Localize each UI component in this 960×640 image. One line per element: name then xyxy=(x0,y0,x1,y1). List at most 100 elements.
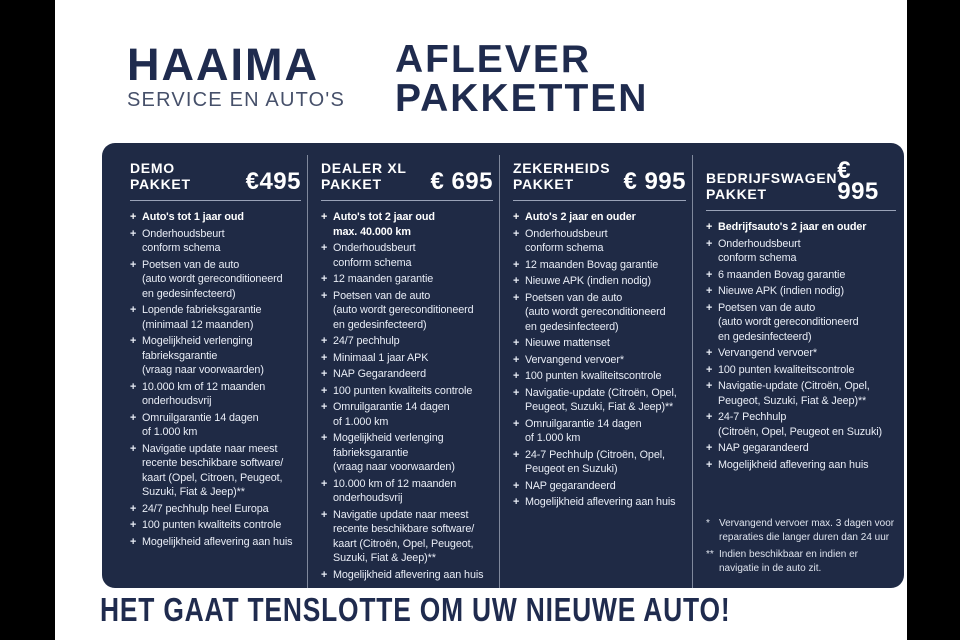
page-title-line2: PAKKETTEN xyxy=(395,77,649,120)
package-item: + Navigatie-update (Citroën, Opel, Peugeo… xyxy=(513,386,686,415)
package-item-text: Mogelijkheid aflevering aan huis xyxy=(718,458,869,471)
package-item: + Mogelijkheid verlenging fabrieksgaranti… xyxy=(130,334,301,378)
package-item-text: Navigatie-update (Citroën, Opel, Peugeot… xyxy=(718,380,870,407)
package-item: + NAP Gegarandeerd xyxy=(321,367,493,382)
package-item: +6 maanden Bovag garantie xyxy=(706,268,896,283)
plus-icon: + xyxy=(321,432,328,444)
package-item-text: Auto's 2 jaar en ouder xyxy=(525,211,636,223)
package-price: € 995 xyxy=(837,157,879,205)
package-item: + Auto's tot 2 jaar oud max. 40.000 km xyxy=(321,210,493,239)
plus-icon: + xyxy=(513,275,520,287)
package-item-text: 10.000 km of 12 maanden onderhoudsvrij xyxy=(142,380,266,408)
package-column: ZEKERHEIDS PAKKET € 995 + Auto's 2 jaar e… xyxy=(499,155,692,588)
package-item: + Poetsen van de auto (auto wordt gerecon… xyxy=(706,301,896,345)
header-underline xyxy=(706,210,896,211)
plus-icon: + xyxy=(513,337,520,349)
brand-tagline: SERVICE EN AUTO'S xyxy=(127,89,345,111)
package-items: + Auto's tot 1 jaar oud + Onderhoudsbeurt c… xyxy=(130,210,301,549)
footnote-marker: * xyxy=(706,518,710,529)
plus-icon: + xyxy=(706,411,713,423)
package-item: +12 maanden Bovag garantie xyxy=(513,258,686,273)
package-item: + Omruilgarantie 14 dagen of 1.000 km xyxy=(321,400,493,429)
package-item: + Onderhoudsbeurt conform schema xyxy=(321,241,493,270)
package-item-text: NAP gegarandeerd xyxy=(525,479,616,492)
package-item-text: Onderhoudsbeurt conform schema xyxy=(718,237,801,265)
package-item: + Mogelijkheid aflevering aan huis xyxy=(706,458,896,473)
package-item-text: NAP Gegarandeerd xyxy=(333,368,427,380)
package-item-text: Onderhoudsbeurt conform schema xyxy=(142,227,225,255)
package-item-text: Mogelijkheid aflevering aan huis xyxy=(142,535,293,548)
package-item-text: 24-7 Pechhulp (Citroën, Opel, Peugeot en… xyxy=(718,411,883,438)
package-item-text: NAP gegarandeerd xyxy=(718,442,809,454)
package-item-text: Omruilgarantie 14 dagen of 1.000 km xyxy=(525,417,642,445)
plus-icon: + xyxy=(130,411,137,424)
plus-icon: + xyxy=(513,417,520,430)
plus-icon: + xyxy=(321,368,328,380)
package-item-text: Nieuwe APK (indien nodig) xyxy=(525,275,651,287)
plus-icon: + xyxy=(321,242,328,254)
package-item: +100 punten kwaliteits controle xyxy=(130,518,301,533)
package-item: +100 punten kwaliteitscontrole xyxy=(513,369,686,384)
package-item: + Onderhoudsbeurt conform schema xyxy=(130,227,301,256)
package-item: +12 maanden garantie xyxy=(321,272,493,287)
package-item: +24/7 pechhulp heel Europa xyxy=(130,502,301,517)
plus-icon: + xyxy=(321,508,328,521)
package-item: +100 punten kwaliteits controle xyxy=(321,384,493,399)
package-item-text: 24/7 pechhulp xyxy=(333,335,400,347)
package-item-text: 100 punten kwaliteits controle xyxy=(142,519,282,531)
package-item: + Navigatie-update (Citroën, Opel, Peugeo… xyxy=(706,379,896,408)
footnote: * Vervangend vervoer max. 3 dagen voor re… xyxy=(706,517,896,544)
page-title-line1: AFLEVER xyxy=(395,38,592,81)
package-item-text: Auto's tot 2 jaar oud max. 40.000 km xyxy=(333,211,435,238)
package-price: € 995 xyxy=(623,168,686,195)
package-item: + NAP gegarandeerd xyxy=(706,441,896,456)
package-header: BEDRIJFSWAGEN PAKKET € 995 xyxy=(706,157,896,205)
package-name: DEMO PAKKET xyxy=(130,160,191,192)
package-item: + Nieuwe APK (indien nodig) xyxy=(706,284,896,299)
plus-icon: + xyxy=(130,211,137,223)
package-item-text: Nieuwe mattenset xyxy=(525,337,610,349)
footnotes: * Vervangend vervoer max. 3 dagen voor re… xyxy=(706,517,896,575)
plus-icon: + xyxy=(513,448,520,461)
package-item: + Mogelijkheid verlenging fabrieksgaranti… xyxy=(321,431,493,475)
package-item-text: Onderhoudsbeurt conform schema xyxy=(525,227,608,255)
package-item: + NAP gegarandeerd xyxy=(513,479,686,494)
plus-icon: + xyxy=(321,401,328,413)
plus-icon: + xyxy=(130,258,137,271)
package-item-text: Poetsen van de auto (auto wordt gerecond… xyxy=(718,301,859,343)
flyer-page: HAAIMA SERVICE EN AUTO'S AFLEVER PAKKETTE… xyxy=(55,0,907,640)
package-item-text: Bedrijfsauto's 2 jaar en ouder xyxy=(718,221,867,233)
package-item-text: Poetsen van de auto (auto wordt gerecond… xyxy=(142,258,283,300)
package-item: +10.000 km of 12 maanden onderhoudsvrij xyxy=(130,380,301,409)
plus-icon: + xyxy=(706,458,713,471)
plus-icon: + xyxy=(130,380,137,393)
plus-icon: + xyxy=(706,285,713,297)
header-underline xyxy=(130,200,301,201)
plus-icon: + xyxy=(130,535,137,548)
brand-name: HAAIMA xyxy=(127,39,319,90)
package-price: € 695 xyxy=(430,168,493,195)
package-column: DEMO PAKKET €495 + Auto's tot 1 jaar oud +… xyxy=(102,155,307,588)
package-item: + Poetsen van de auto (auto wordt gerecon… xyxy=(513,291,686,335)
package-item-text: 10.000 km of 12 maanden onderhoudsvrij xyxy=(333,477,457,505)
plus-icon: + xyxy=(321,351,328,364)
plus-icon: + xyxy=(321,335,328,347)
plus-icon: + xyxy=(513,479,520,492)
package-item: + Nieuwe APK (indien nodig) xyxy=(513,274,686,289)
plus-icon: + xyxy=(513,386,520,399)
plus-icon: + xyxy=(513,353,520,366)
page-title: AFLEVER PAKKETTEN xyxy=(395,40,648,118)
package-item-text: 24/7 pechhulp heel Europa xyxy=(142,502,269,515)
package-item: + Omruilgarantie 14 dagen of 1.000 km xyxy=(513,417,686,446)
plus-icon: + xyxy=(706,442,713,454)
plus-icon: + xyxy=(706,301,713,314)
package-item-text: Navigatie update naar meest recente besc… xyxy=(333,508,475,565)
package-item: + Poetsen van de auto (auto wordt gerecon… xyxy=(321,289,493,333)
package-item-text: 24-7 Pechhulp (Citroën, Opel, Peugeot en… xyxy=(525,448,665,476)
package-item: +24-7 Pechhulp (Citroën, Opel, Peugeot e… xyxy=(513,448,686,477)
plus-icon: + xyxy=(130,227,137,240)
plus-icon: + xyxy=(706,347,713,359)
packages-panel: DEMO PAKKET €495 + Auto's tot 1 jaar oud +… xyxy=(102,143,904,588)
package-items: + Auto's tot 2 jaar oud max. 40.000 km + On… xyxy=(321,210,493,582)
